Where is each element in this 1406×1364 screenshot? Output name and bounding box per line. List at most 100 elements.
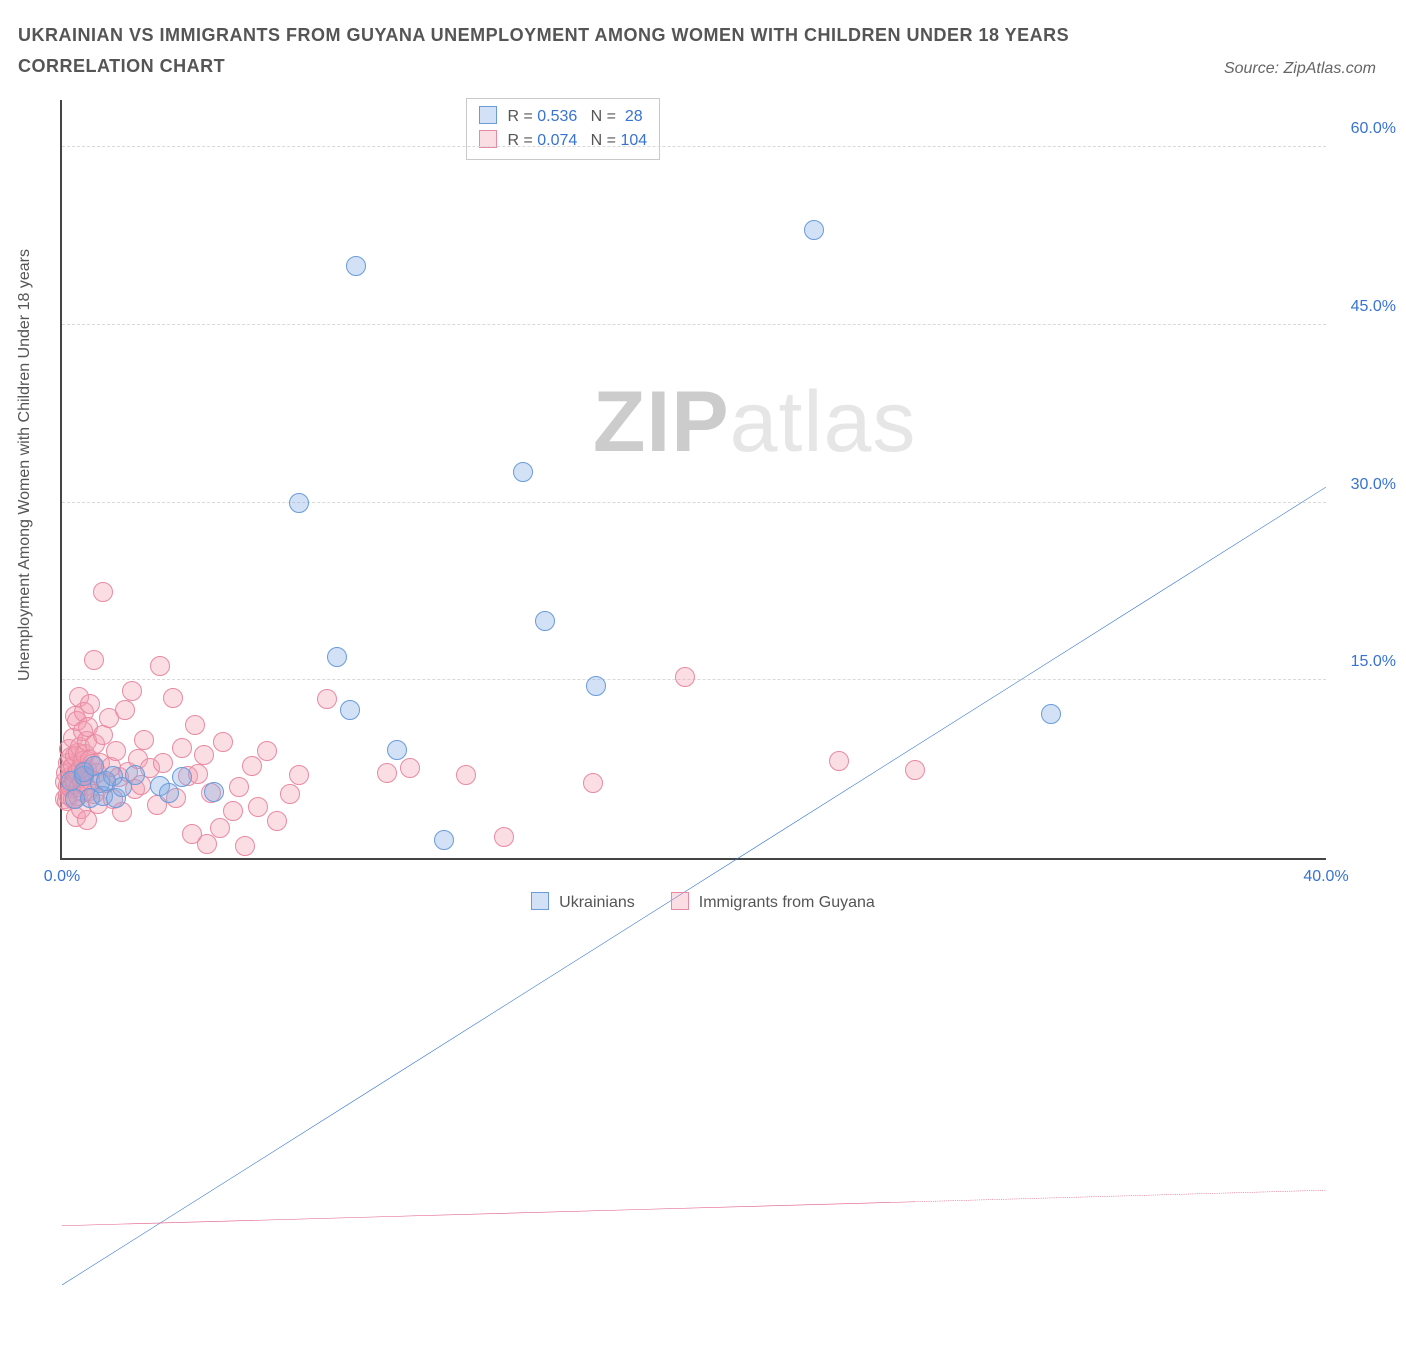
stats-row: R = 0.536 N = 28 xyxy=(479,105,647,129)
legend-item: Ukrainians xyxy=(531,894,635,911)
x-tick-label: 40.0% xyxy=(1303,868,1348,886)
point-guyana xyxy=(106,741,126,761)
point-guyana xyxy=(66,764,86,784)
point-ukrainians xyxy=(112,777,132,797)
chart-title: UKRAINIAN VS IMMIGRANTS FROM GUYANA UNEM… xyxy=(18,20,1206,81)
point-guyana xyxy=(163,688,183,708)
point-guyana xyxy=(60,767,80,787)
point-guyana xyxy=(185,715,205,735)
regression-lines xyxy=(62,100,1326,1364)
point-guyana xyxy=(84,784,104,804)
point-guyana xyxy=(90,753,110,773)
point-ukrainians xyxy=(106,788,126,808)
point-guyana xyxy=(61,778,81,798)
point-guyana xyxy=(58,753,78,773)
point-guyana xyxy=(131,775,151,795)
point-guyana xyxy=(73,751,93,771)
point-guyana xyxy=(166,788,186,808)
point-ukrainians xyxy=(535,611,555,631)
point-guyana xyxy=(75,744,95,764)
swatch-icon xyxy=(671,892,689,910)
point-guyana xyxy=(115,700,135,720)
point-guyana xyxy=(197,834,217,854)
point-guyana xyxy=(62,775,82,795)
point-guyana xyxy=(77,731,97,751)
point-guyana xyxy=(57,791,77,811)
point-ukrainians xyxy=(74,766,94,786)
point-ukrainians xyxy=(125,765,145,785)
point-guyana xyxy=(63,728,83,748)
point-guyana xyxy=(194,745,214,765)
source-attribution: Source: ZipAtlas.com xyxy=(1224,60,1376,78)
point-guyana xyxy=(68,743,88,763)
point-guyana xyxy=(147,795,167,815)
plot-area: ZIPatlas R = 0.536 N = 28R = 0.074 N = 1… xyxy=(60,100,1326,860)
point-ukrainians xyxy=(513,462,533,482)
regline-guyana xyxy=(62,1202,915,1226)
point-ukrainians xyxy=(340,700,360,720)
point-guyana xyxy=(229,777,249,797)
point-guyana xyxy=(93,582,113,602)
point-guyana xyxy=(77,810,97,830)
point-guyana xyxy=(71,799,91,819)
point-guyana xyxy=(61,747,81,767)
point-guyana xyxy=(188,764,208,784)
point-guyana xyxy=(65,772,85,792)
point-guyana xyxy=(88,794,108,814)
point-guyana xyxy=(82,754,102,774)
point-ukrainians xyxy=(1041,704,1061,724)
point-guyana xyxy=(69,777,89,797)
point-guyana xyxy=(109,767,129,787)
point-guyana xyxy=(68,762,88,782)
point-guyana xyxy=(400,758,420,778)
point-ukrainians xyxy=(172,767,192,787)
point-guyana xyxy=(118,762,138,782)
point-ukrainians xyxy=(434,830,454,850)
point-guyana xyxy=(67,711,87,731)
gridline xyxy=(62,146,1326,147)
regline-ukrainians xyxy=(62,487,1326,1285)
point-guyana xyxy=(78,717,98,737)
regline-guyana-extrapolated xyxy=(915,1190,1326,1202)
stats-row: R = 0.074 N = 104 xyxy=(479,129,647,153)
point-ukrainians xyxy=(65,789,85,809)
point-ukrainians xyxy=(80,788,100,808)
point-guyana xyxy=(74,765,94,785)
point-guyana xyxy=(267,811,287,831)
y-tick-label: 60.0% xyxy=(1336,120,1396,138)
point-guyana xyxy=(63,789,83,809)
point-guyana xyxy=(172,738,192,758)
point-guyana xyxy=(80,750,100,770)
legend-label: Ukrainians xyxy=(559,894,635,911)
point-guyana xyxy=(63,756,83,776)
point-guyana xyxy=(73,782,93,802)
point-guyana xyxy=(55,789,75,809)
point-guyana xyxy=(79,781,99,801)
gridline xyxy=(62,679,1326,680)
point-guyana xyxy=(74,702,94,722)
y-tick-label: 15.0% xyxy=(1336,653,1396,671)
point-guyana xyxy=(210,818,230,838)
point-ukrainians xyxy=(159,783,179,803)
point-guyana xyxy=(68,786,88,806)
point-guyana xyxy=(182,824,202,844)
point-ukrainians xyxy=(74,762,94,782)
point-guyana xyxy=(122,681,142,701)
point-ukrainians xyxy=(289,493,309,513)
y-axis-label: Unemployment Among Women with Children U… xyxy=(16,249,34,681)
point-guyana xyxy=(58,776,78,796)
point-guyana xyxy=(248,797,268,817)
point-guyana xyxy=(153,753,173,773)
point-guyana xyxy=(93,725,113,745)
point-guyana xyxy=(675,667,695,687)
point-guyana xyxy=(257,741,277,761)
point-guyana xyxy=(64,769,84,789)
point-guyana xyxy=(99,708,119,728)
point-guyana xyxy=(377,763,397,783)
point-guyana xyxy=(96,773,116,793)
point-ukrainians xyxy=(346,256,366,276)
point-guyana xyxy=(72,771,92,791)
swatch-icon xyxy=(479,106,497,124)
point-guyana xyxy=(58,785,78,805)
point-guyana xyxy=(103,789,123,809)
